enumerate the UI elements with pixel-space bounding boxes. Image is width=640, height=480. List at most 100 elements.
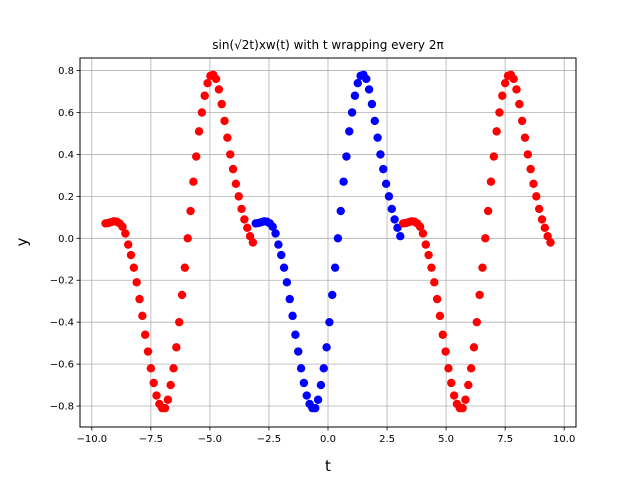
- data-point: [373, 133, 382, 142]
- data-point: [231, 179, 241, 188]
- y-tick-label: 0.2: [58, 192, 74, 203]
- data-point: [381, 179, 391, 188]
- data-point: [132, 278, 141, 287]
- data-point: [288, 311, 297, 321]
- data-point: [339, 177, 348, 186]
- data-point: [486, 177, 496, 186]
- data-point: [138, 311, 147, 321]
- data-point: [444, 364, 453, 373]
- data-point: [175, 317, 184, 327]
- x-tick-label: −5.0: [198, 434, 222, 445]
- data-point: [345, 127, 354, 136]
- data-point: [333, 234, 343, 243]
- data-point: [214, 85, 224, 94]
- data-point: [328, 290, 337, 300]
- data-point: [447, 378, 456, 388]
- data-point: [353, 78, 362, 88]
- data-point: [500, 78, 510, 88]
- data-point: [515, 99, 524, 109]
- data-point: [211, 74, 221, 84]
- data-point: [492, 127, 501, 136]
- data-point: [543, 232, 552, 241]
- data-point: [192, 152, 201, 161]
- data-point: [291, 330, 300, 339]
- data-point: [313, 395, 323, 404]
- data-point: [217, 99, 226, 109]
- data-point: [529, 179, 538, 188]
- x-axis-ticks: −10.0 −7.5 −5.0 −2.5 0.0 2.5 5.0 7.5 10.0: [76, 427, 575, 445]
- series-1: [251, 70, 405, 413]
- data-point: [336, 206, 345, 216]
- x-tick-label: 0.0: [320, 434, 336, 445]
- data-point: [509, 74, 518, 84]
- data-point: [302, 391, 311, 400]
- grid: [80, 58, 576, 427]
- data-point: [449, 391, 459, 400]
- data-point: [177, 290, 187, 300]
- data-point: [299, 378, 309, 388]
- data-point: [274, 240, 283, 249]
- data-point: [194, 127, 204, 136]
- data-point: [203, 78, 212, 88]
- data-point: [534, 204, 544, 214]
- data-point: [311, 403, 320, 413]
- data-point: [393, 223, 402, 233]
- data-point: [316, 380, 326, 390]
- x-tick-label: −10.0: [76, 434, 107, 445]
- data-point: [540, 223, 550, 233]
- data-point: [376, 150, 385, 159]
- data-point: [234, 192, 243, 201]
- data-point: [472, 317, 481, 327]
- data-point: [223, 133, 232, 142]
- data-point: [296, 364, 306, 373]
- data-point: [220, 116, 229, 126]
- data-point: [517, 116, 527, 126]
- data-point: [169, 364, 178, 373]
- data-point: [129, 263, 139, 272]
- x-tick-label: −7.5: [139, 434, 163, 445]
- y-tick-label: 0.0: [58, 234, 74, 245]
- data-point: [367, 99, 377, 109]
- x-axis-label: t: [325, 457, 331, 475]
- data-point: [469, 343, 479, 352]
- data-point: [390, 215, 399, 224]
- data-point: [282, 278, 292, 287]
- data-point: [152, 391, 161, 400]
- data-point: [495, 108, 504, 117]
- data-point: [427, 263, 436, 272]
- data-point: [466, 364, 476, 373]
- data-point: [347, 108, 357, 117]
- data-point: [498, 91, 507, 100]
- data-point: [483, 206, 493, 216]
- data-point: [481, 234, 490, 243]
- data-point: [421, 240, 430, 249]
- x-tick-label: 10.0: [553, 434, 575, 445]
- data-point: [532, 192, 541, 201]
- y-axis-label: y: [13, 237, 31, 246]
- data-point: [248, 238, 258, 247]
- data-point: [489, 152, 499, 161]
- data-point: [537, 215, 547, 224]
- data-point: [526, 164, 535, 174]
- data-point: [237, 204, 246, 214]
- data-point: [226, 150, 235, 159]
- data-point: [424, 250, 433, 260]
- y-tick-label: −0.8: [50, 402, 74, 413]
- data-point: [149, 378, 158, 388]
- y-tick-label: −0.6: [50, 360, 74, 371]
- data-point: [285, 294, 294, 304]
- y-tick-label: −0.4: [50, 318, 74, 329]
- data-point: [387, 204, 396, 214]
- data-point: [396, 232, 405, 241]
- x-tick-label: 7.5: [497, 434, 513, 445]
- data-point: [118, 222, 127, 231]
- series-2: [398, 70, 555, 413]
- data-point: [279, 263, 289, 272]
- data-point: [143, 347, 153, 356]
- data-point: [197, 108, 207, 117]
- data-point: [435, 311, 445, 321]
- data-point: [183, 234, 192, 243]
- data-points: [101, 70, 555, 413]
- data-point: [172, 343, 181, 352]
- data-point: [330, 263, 340, 272]
